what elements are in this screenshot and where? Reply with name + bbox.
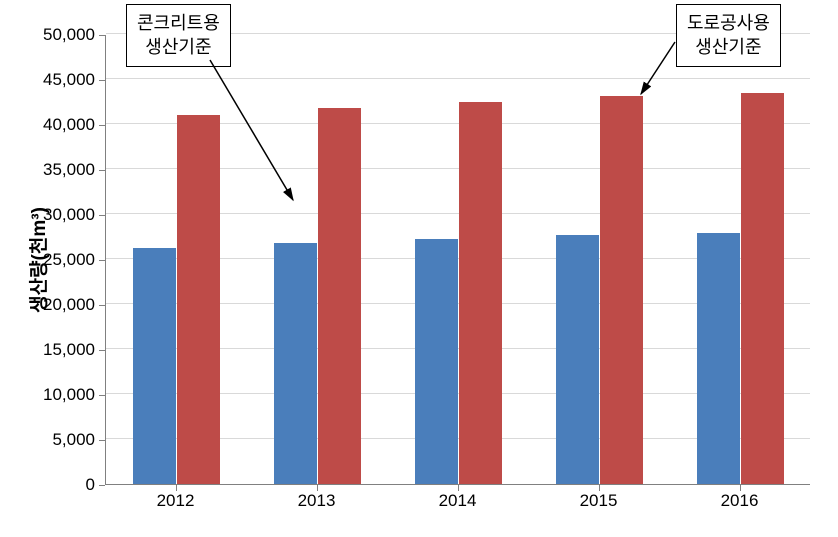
x-tick-label: 2013 [298,491,336,511]
x-tick-label: 2016 [721,491,759,511]
y-tick-label: 15,000 [0,340,95,360]
bar-road [177,115,221,484]
y-tick-label: 35,000 [0,160,95,180]
callout-text: 생산기준 [137,35,220,59]
callout-text: 도로공사용 [687,11,770,35]
y-tick-mark [99,395,105,396]
y-tick-label: 0 [0,475,95,495]
y-tick-label: 30,000 [0,205,95,225]
y-tick-mark [99,80,105,81]
y-tick-mark [99,170,105,171]
bar-road [741,93,785,485]
y-tick-label: 25,000 [0,250,95,270]
callout-box-road: 도로공사용생산기준 [676,4,781,67]
y-tick-label: 5,000 [0,430,95,450]
gridline [106,78,810,79]
y-tick-mark [99,260,105,261]
callout-box-concrete: 콘크리트용생산기준 [126,4,231,67]
callout-text: 콘크리트용 [137,11,220,35]
x-tick-label: 2015 [580,491,618,511]
y-tick-label: 40,000 [0,115,95,135]
callout-text: 생산기준 [687,35,770,59]
bar-concrete [274,243,318,484]
y-tick-mark [99,305,105,306]
plot-area [105,35,810,485]
y-tick-mark [99,125,105,126]
bar-road [459,102,503,485]
y-tick-mark [99,350,105,351]
bar-concrete [697,233,741,484]
y-tick-mark [99,35,105,36]
bar-concrete [556,235,600,484]
x-tick-label: 2014 [439,491,477,511]
y-tick-mark [99,440,105,441]
y-tick-label: 20,000 [0,295,95,315]
bar-road [318,108,362,484]
y-tick-label: 45,000 [0,70,95,90]
x-tick-label: 2012 [157,491,195,511]
bar-concrete [133,248,177,484]
y-tick-mark [99,215,105,216]
bar-concrete [415,239,459,484]
bar-road [600,96,644,484]
chart-container: 생산량(천m³) 05,00010,00015,00020,00025,0003… [0,0,838,537]
y-tick-label: 10,000 [0,385,95,405]
y-tick-mark [99,485,105,486]
y-tick-label: 50,000 [0,25,95,45]
